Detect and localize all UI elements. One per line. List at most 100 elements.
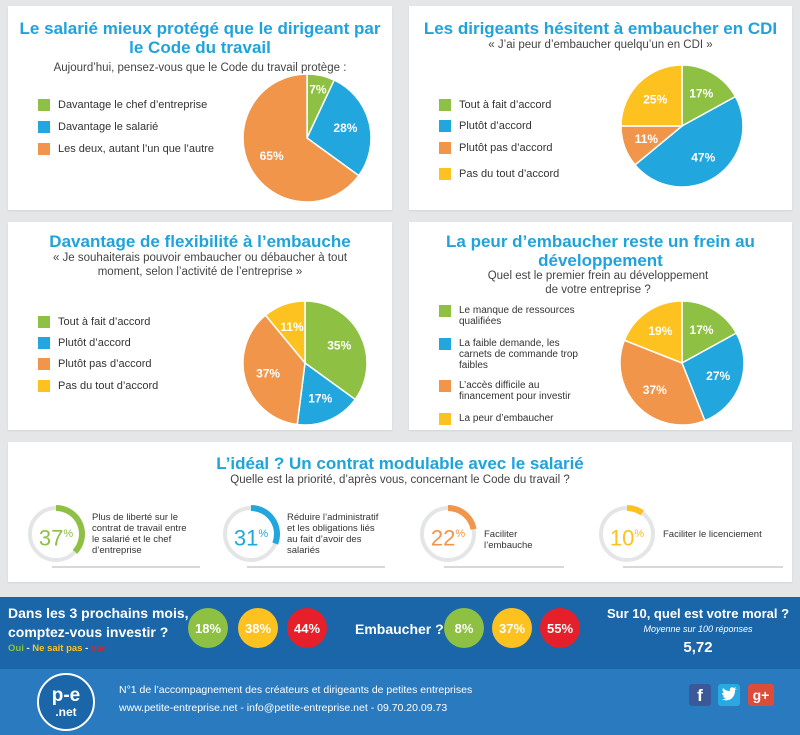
legend-label: Pas du tout d’accord bbox=[459, 168, 560, 180]
logo[interactable]: p-e .net bbox=[37, 673, 95, 731]
priority-label: Plus de liberté sur le contrat de travail… bbox=[92, 512, 200, 556]
legend-swatch bbox=[439, 338, 451, 350]
pie-label: 17% bbox=[689, 86, 713, 100]
panel-protection-subtitle: Aujourd’hui, pensez-vous que le Code du … bbox=[53, 62, 347, 74]
hire-nsp-bubble: 37% bbox=[492, 608, 532, 648]
legend-swatch bbox=[38, 380, 50, 392]
pie-label: 25% bbox=[643, 92, 667, 106]
pie-slice bbox=[264, 300, 306, 366]
legend-item: L’accès difficile au financement pour inv… bbox=[439, 380, 571, 402]
panel-flexibility-title: Davantage de flexibilité à l’embauche bbox=[49, 232, 351, 251]
legend-swatch bbox=[439, 99, 451, 111]
pie-slice bbox=[242, 73, 360, 203]
legend-label: Plutôt pas d’accord bbox=[58, 358, 152, 370]
legend-label: Plutôt pas d’accord bbox=[459, 142, 553, 154]
panel-ideal: L’idéal ? Un contrat modulable avec le s… bbox=[8, 442, 792, 582]
priority-label-line: Faciliter l’embauche bbox=[484, 528, 533, 551]
panel-ideal-title: L’idéal ? Un contrat modulable avec le s… bbox=[216, 454, 584, 473]
panel-cdi-subtitle: « J’ai peur d’embaucher quelqu’un en CDI… bbox=[488, 39, 713, 51]
hire-oui-bubble: 8% bbox=[444, 608, 484, 648]
pie-slice bbox=[306, 79, 372, 177]
panel-ideal-subtitle: Quelle est la priorité, d’après vous, co… bbox=[230, 474, 570, 486]
pie-label: 7% bbox=[309, 82, 327, 96]
google-plus-icon[interactable]: g+ bbox=[748, 684, 774, 706]
panel-protection-title-2: le Code du travail bbox=[129, 38, 271, 57]
pie-label: 17% bbox=[690, 323, 714, 337]
legend-swatch bbox=[439, 168, 451, 180]
legend-label-line: financement pour investir bbox=[459, 391, 571, 402]
legend-swatch bbox=[38, 358, 50, 370]
footer-contact[interactable]: www.petite-entreprise.net - info@petite-… bbox=[119, 702, 448, 714]
legend-swatch bbox=[38, 99, 50, 111]
hire-question: Embaucher ? bbox=[355, 621, 444, 637]
legend-label-line: faibles bbox=[459, 360, 488, 371]
legend-label: Davantage le salarié bbox=[58, 121, 159, 133]
legend-item: Plutôt d’accord bbox=[439, 120, 532, 132]
priority-label-line: d’entreprise bbox=[92, 545, 142, 556]
legend-item: Tout à fait d’accord bbox=[38, 316, 150, 328]
legend-label-line: carnets de commande trop bbox=[459, 349, 578, 360]
legend-label-line: Le manque de ressources bbox=[459, 305, 575, 316]
legend-nsp: Ne sait pas bbox=[32, 643, 83, 654]
twitter-bird-shape bbox=[722, 687, 737, 701]
priority-ring bbox=[599, 505, 655, 562]
legend-item: Les deux, autant l’un que l’autre bbox=[38, 143, 214, 155]
legend-swatch bbox=[439, 413, 451, 425]
legend-label: Plutôt d’accord bbox=[58, 337, 131, 349]
priority-number: 22 bbox=[430, 525, 456, 551]
facebook-icon[interactable]: f bbox=[689, 684, 711, 706]
legend-swatch bbox=[439, 305, 451, 317]
moral-subtitle: Moyenne sur 100 réponses bbox=[643, 624, 753, 634]
legend-swatch bbox=[439, 142, 451, 154]
pie-slice bbox=[620, 64, 683, 127]
legend-swatch bbox=[439, 380, 451, 392]
legend-item: Plutôt pas d’accord bbox=[38, 358, 152, 370]
pie-label: 27% bbox=[706, 369, 730, 383]
legend-label: Plutôt d’accord bbox=[459, 120, 532, 132]
priority-number: 31 bbox=[233, 525, 259, 551]
priority-label-line: contrat de travail entre bbox=[92, 523, 187, 534]
panel-obstacle-subtitle-2: de votre entreprise ? bbox=[545, 284, 651, 296]
priority-label: Faciliter l’embauche bbox=[484, 529, 564, 551]
legend-oui: Oui bbox=[8, 643, 24, 654]
priority-ring bbox=[420, 505, 477, 562]
pie-slice bbox=[681, 64, 737, 128]
legend-swatch bbox=[38, 121, 50, 133]
legend-label: Le manque de ressources qualifiées bbox=[459, 305, 575, 327]
legend-label-line: La faible demande, les bbox=[459, 338, 560, 349]
legend-label: Davantage le chef d’entreprise bbox=[58, 99, 208, 111]
priority-value: 37% bbox=[26, 522, 86, 550]
pie-slice bbox=[623, 300, 683, 365]
logo-bottom: .net bbox=[55, 705, 77, 719]
priority-percent-sign: % bbox=[455, 528, 466, 540]
panel-obstacle-title-2: développement bbox=[538, 251, 663, 270]
invest-non-bubble: 44% bbox=[287, 608, 327, 648]
pie-slice bbox=[681, 332, 745, 422]
legend-label: La peur d’embaucher bbox=[459, 413, 554, 424]
pie-slice bbox=[633, 95, 744, 188]
priority-item: 37% bbox=[26, 504, 86, 564]
priority-label-line: le salarié et le chef bbox=[92, 534, 172, 545]
legend-separator: - bbox=[82, 643, 91, 654]
invest-question-2: comptez-vous investir ? bbox=[8, 624, 169, 640]
priority-label: Réduire l’administratif et les obligation… bbox=[287, 512, 385, 556]
poll-band: Dans les 3 prochains mois, comptez-vous … bbox=[0, 597, 800, 669]
legend-label: Les deux, autant l’un que l’autre bbox=[58, 143, 214, 155]
priority-label-line: Plus de liberté sur le bbox=[92, 512, 179, 523]
pie-label: 35% bbox=[327, 339, 351, 353]
panel-obstacle-title-1: La peur d’embaucher reste un frein au bbox=[446, 232, 755, 251]
twitter-icon[interactable] bbox=[718, 684, 740, 706]
priority-item: 22% bbox=[418, 504, 478, 564]
panel-protection-title-1: Le salarié mieux protégé que le dirigean… bbox=[19, 19, 381, 38]
pie-chart-obstacle: 17% 27% 37% 19% bbox=[619, 300, 745, 426]
panel-protection: Le salarié mieux protégé que le dirigean… bbox=[8, 6, 392, 210]
panel-obstacle: La peur d’embaucher reste un frein au dé… bbox=[409, 222, 792, 430]
footer-tagline: N°1 de l’accompagnement des créateurs et… bbox=[119, 684, 473, 696]
google-plus-glyph: g+ bbox=[752, 687, 770, 703]
legend-label: La faible demande, les carnets de command… bbox=[459, 338, 578, 371]
panel-flexibility-subtitle-1: « Je souhaiterais pouvoir embaucher ou d… bbox=[52, 252, 348, 264]
priority-ring-arc bbox=[250, 505, 280, 545]
footer: p-e .net N°1 de l’accompagnement des cré… bbox=[0, 669, 800, 735]
pie-label: 37% bbox=[643, 383, 667, 397]
legend-item: Pas du tout d’accord bbox=[38, 380, 158, 392]
